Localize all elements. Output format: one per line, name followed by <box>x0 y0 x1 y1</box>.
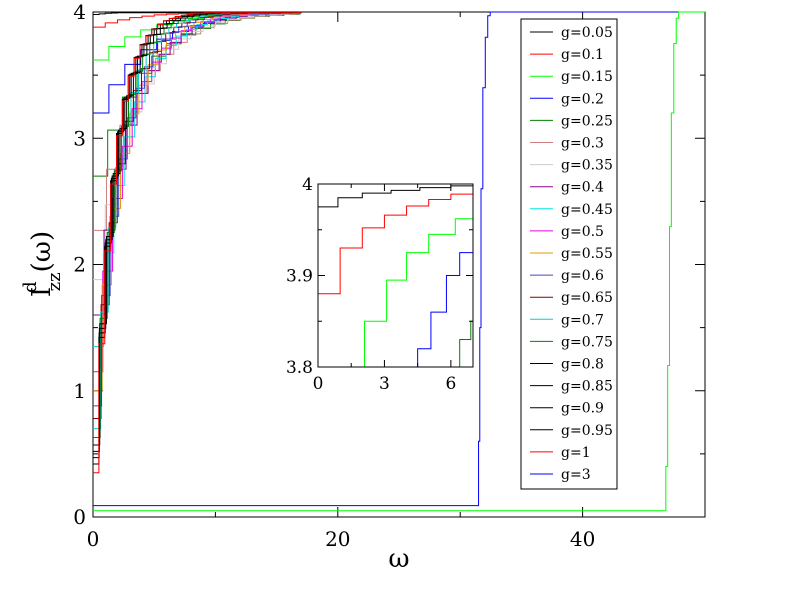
legend-label: g=0.15 <box>561 69 613 85</box>
legend-items: g=0.05 g=0.1 g=0.15 g=0.2 g=0.25 g=0.3 g=0.35 g… <box>530 25 613 483</box>
y-axis-label-sup: d <box>20 281 41 293</box>
inset-x-tick-label: 0 <box>313 374 324 394</box>
legend-label: g=0.35 <box>561 158 613 174</box>
legend: g=0.05 g=0.1 g=0.15 g=0.2 g=0.25 g=0.3 g=0.35 g… <box>520 18 618 490</box>
y-axis-label-suffix: (ω) <box>27 231 57 273</box>
series-line <box>93 12 302 373</box>
y-tick-label: 3 <box>73 126 86 150</box>
legend-label: g=0.2 <box>561 91 604 107</box>
series-line <box>93 12 302 452</box>
y-tick-label: 1 <box>73 379 86 403</box>
y-axis-label: Id zz(ω) <box>20 231 65 297</box>
legend-label: g=0.3 <box>561 136 604 152</box>
legend-label: g=0.95 <box>561 423 613 439</box>
inset-series-line <box>318 191 474 295</box>
inset-y-tick-label: 4 <box>302 175 313 195</box>
series-line <box>93 12 302 465</box>
legend-label: g=0.4 <box>561 180 604 196</box>
x-tick-label: 40 <box>570 527 595 551</box>
legend-label: g=0.5 <box>561 224 604 240</box>
legend-label: g=0.45 <box>561 202 613 218</box>
series-line <box>93 12 302 474</box>
legend-label: g=0.75 <box>561 334 613 350</box>
x-tick-label: 20 <box>325 527 350 551</box>
y-axis-label-sub: zz <box>44 272 65 291</box>
x-axis-label: ω <box>388 544 409 574</box>
inset-plot: 0 3 6 3.8 3.9 4 <box>286 175 474 394</box>
inset-x-tick-label: 6 <box>445 374 456 394</box>
legend-label: g=0.8 <box>561 357 604 373</box>
series-line-extra <box>93 11 705 512</box>
legend-label: g=3 <box>561 467 591 483</box>
series-line <box>93 12 302 430</box>
main-series-group <box>93 11 705 512</box>
x-tick-label: 0 <box>87 527 100 551</box>
series-line <box>93 12 302 459</box>
legend-label: g=0.65 <box>561 290 613 306</box>
inset-series-line <box>362 213 474 368</box>
legend-label: g=0.05 <box>561 25 613 41</box>
legend-label: g=0.7 <box>561 312 604 328</box>
legend-label: g=1 <box>561 445 591 461</box>
series-line <box>93 11 705 507</box>
legend-label: g=0.55 <box>561 246 613 262</box>
legend-label: g=0.1 <box>561 47 604 63</box>
inset-ticks: 0 3 6 3.8 3.9 4 <box>286 175 473 394</box>
y-tick-label: 0 <box>73 505 86 529</box>
inset-series-line <box>415 238 474 368</box>
legend-label: g=0.9 <box>561 401 604 417</box>
legend-label: g=0.85 <box>561 379 613 395</box>
series-line <box>93 12 302 438</box>
y-axis-label-main: I <box>27 287 57 297</box>
series-line <box>93 12 302 407</box>
y-tick-label: 4 <box>73 0 86 24</box>
legend-label: g=0.25 <box>561 113 613 129</box>
legend-box <box>520 18 618 490</box>
inset-y-tick-label: 3.8 <box>286 358 313 378</box>
series-line <box>93 12 302 446</box>
inset-x-tick-label: 3 <box>379 374 390 394</box>
series-line <box>93 12 302 420</box>
series-line <box>93 12 302 348</box>
legend-label: g=0.6 <box>561 268 604 284</box>
inset-y-tick-label: 3.9 <box>286 267 313 287</box>
series-line <box>93 12 302 392</box>
y-tick-label: 2 <box>73 253 86 277</box>
